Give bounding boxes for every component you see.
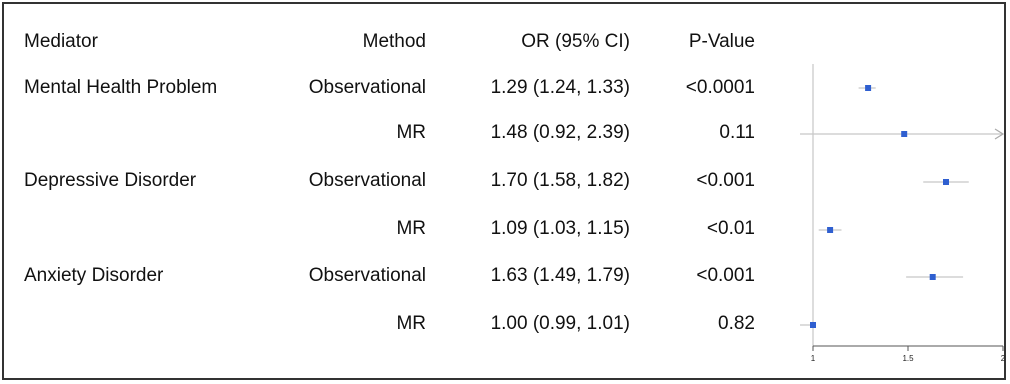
or-ci-value: 1.29 (1.24, 1.33) xyxy=(490,77,630,98)
method-label: Observational xyxy=(308,265,426,286)
method-label: Observational xyxy=(308,77,426,98)
method-label: MR xyxy=(396,218,426,239)
x-tick-label: 1.5 xyxy=(902,354,914,363)
x-tick-label: 1 xyxy=(811,354,816,363)
or-ci-value: 1.70 (1.58, 1.82) xyxy=(490,170,630,191)
point-estimate xyxy=(943,179,949,185)
method-label: MR xyxy=(396,122,426,143)
p-value: <0.0001 xyxy=(685,77,755,98)
mediator-label: Depressive Disorder xyxy=(24,170,197,191)
figure-frame xyxy=(2,2,1006,380)
ci-arrow xyxy=(994,128,1005,140)
p-value: <0.001 xyxy=(696,170,755,191)
header-p-value: P-Value xyxy=(688,31,755,52)
or-ci-value: 1.09 (1.03, 1.15) xyxy=(490,218,630,239)
or-ci-value: 1.00 (0.99, 1.01) xyxy=(490,313,630,334)
method-label: Observational xyxy=(308,170,426,191)
point-estimate xyxy=(810,322,816,328)
or-ci-value: 1.48 (0.92, 2.39) xyxy=(490,122,630,143)
point-estimate xyxy=(827,227,834,233)
method-label: MR xyxy=(396,313,426,334)
or-ci-value: 1.63 (1.49, 1.79) xyxy=(490,265,630,286)
p-value: 0.82 xyxy=(718,313,755,334)
point-estimate xyxy=(929,274,936,280)
point-estimate xyxy=(865,85,872,91)
mediator-label: Anxiety Disorder xyxy=(24,265,164,286)
p-value: 0.11 xyxy=(719,122,755,143)
x-tick-label: 2 xyxy=(1001,354,1006,363)
p-value: <0.01 xyxy=(706,218,755,239)
header-mediator: Mediator xyxy=(24,31,98,52)
mediator-label: Mental Health Problem xyxy=(24,77,218,98)
header-method: Method xyxy=(362,31,426,52)
p-value: <0.001 xyxy=(696,265,755,286)
header-or: OR (95% CI) xyxy=(521,31,630,52)
point-estimate xyxy=(901,131,908,137)
